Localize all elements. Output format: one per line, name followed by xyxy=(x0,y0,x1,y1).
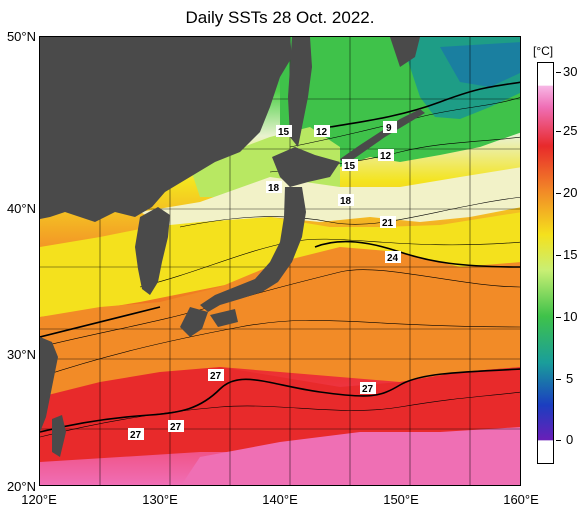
colorbar-tick xyxy=(556,379,561,380)
lat-label-30n: 30°N xyxy=(6,347,36,362)
korean-peninsula xyxy=(135,207,170,295)
lon-label-160e: 160°E xyxy=(503,492,539,507)
sakhalin-island xyxy=(288,37,312,147)
contour-label: 12 xyxy=(316,127,328,138)
sst-map-canvas: 9 12 15 12 15 18 18 21 24 27 27 27 27 xyxy=(40,37,520,485)
contour-label: 9 xyxy=(386,123,392,134)
contour-label: 27 xyxy=(170,422,182,433)
contour-label: 24 xyxy=(387,253,399,264)
warm-pool xyxy=(181,427,520,485)
colorbar-label-15: 15 xyxy=(563,247,578,262)
kamchatka-peninsula xyxy=(390,37,420,67)
contour-label: 27 xyxy=(210,371,222,382)
kuril-islands xyxy=(340,109,425,165)
colorbar-label-30: 30 xyxy=(563,64,578,79)
colorbar-gradient xyxy=(538,85,553,441)
colorbar-tick xyxy=(556,131,561,132)
contour-label: 15 xyxy=(344,161,356,172)
lat-label-20n: 20°N xyxy=(6,479,36,494)
lat-label-50n: 50°N xyxy=(6,29,36,44)
contour-label: 18 xyxy=(268,183,280,194)
lon-label-120e: 120°E xyxy=(21,492,57,507)
colorbar-label-5: 5 xyxy=(566,371,574,386)
contour-label: 27 xyxy=(362,384,374,395)
lon-label-150e: 150°E xyxy=(383,492,419,507)
orange-band xyxy=(40,247,520,397)
taiwan-island xyxy=(52,415,66,457)
lon-label-140e: 140°E xyxy=(262,492,298,507)
lat-label-40n: 40°N xyxy=(6,201,36,216)
sst-map: 9 12 15 12 15 18 18 21 24 27 27 27 27 xyxy=(39,36,521,486)
colorbar-tick xyxy=(556,440,561,441)
colorbar xyxy=(537,62,554,464)
contour-labels: 9 12 15 12 15 18 18 21 24 27 27 27 27 xyxy=(128,121,401,441)
honshu-island xyxy=(200,187,306,312)
lon-label-130e: 130°E xyxy=(142,492,178,507)
colorbar-tick xyxy=(556,193,561,194)
contour-label: 21 xyxy=(382,218,394,229)
subarctic-front xyxy=(140,167,520,232)
colorbar-tick xyxy=(556,72,561,73)
colorbar-label-10: 10 xyxy=(563,309,578,324)
kyushu-island xyxy=(180,307,208,337)
isotherms xyxy=(40,97,520,438)
colorbar-label-0: 0 xyxy=(566,432,574,447)
shikoku-island xyxy=(210,309,238,327)
hokkaido-island xyxy=(272,147,340,187)
contour-label: 12 xyxy=(380,151,392,162)
colorbar-unit: [°C] xyxy=(533,44,554,58)
colorbar-label-25: 25 xyxy=(563,123,578,138)
contour-label: 18 xyxy=(340,196,352,207)
coldest-water-patch xyxy=(440,42,520,87)
map-title: Daily SSTs 28 Oct. 2022. xyxy=(185,8,375,27)
contour-label: 27 xyxy=(130,430,142,441)
colorbar-tick xyxy=(556,317,561,318)
asia-landmass xyxy=(40,37,292,222)
colorbar-label-20: 20 xyxy=(563,185,578,200)
contour-label: 15 xyxy=(278,127,290,138)
colorbar-tick xyxy=(556,255,561,256)
china-coast xyxy=(40,337,58,432)
